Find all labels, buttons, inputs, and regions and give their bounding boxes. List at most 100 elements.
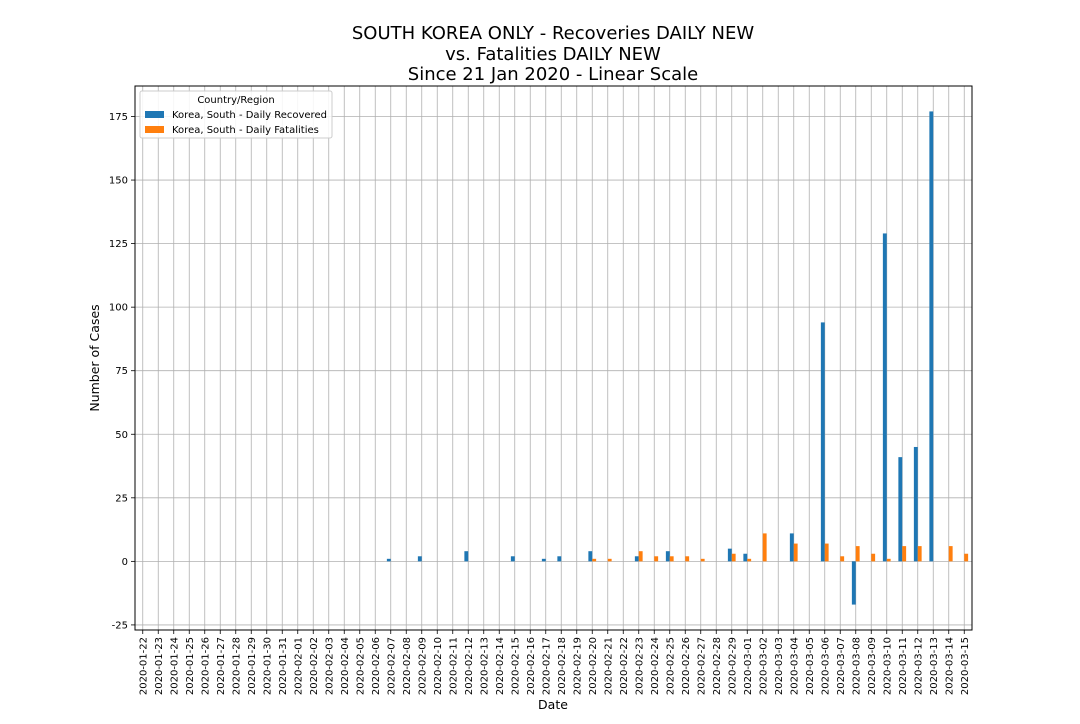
legend-title: Country/Region [197,95,274,106]
bar-fatalities [592,558,597,562]
x-tick-label: 2020-02-04 [340,637,351,695]
bar-fatalities [747,558,752,562]
bar-fatalities [700,558,705,562]
x-tick-label: 2020-01-22 [138,637,149,695]
chart-title-line-3: Since 21 Jan 2020 - Linear Scale [408,64,698,85]
x-tick-label: 2020-02-02 [309,637,320,695]
bar-fatalities [964,553,969,562]
x-axis-label: Date [538,697,568,712]
bar-fatalities [855,546,860,562]
x-tick-label: 2020-03-04 [789,637,800,695]
x-tick-label: 2020-02-16 [526,637,537,695]
x-tick-label: 2020-03-01 [743,637,754,695]
bar-recovered [929,111,934,562]
x-tick-label: 2020-03-12 [913,637,924,695]
x-tick-label: 2020-02-03 [324,637,335,695]
y-tick-label: 175 [109,112,128,123]
bar-fatalities [638,551,643,562]
x-tick-label: 2020-02-18 [557,637,568,695]
x-tick-label: 2020-01-26 [200,637,211,695]
chart-title-line-2: vs. Fatalities DAILY NEW [445,44,661,65]
x-tick-label: 2020-02-05 [355,637,366,695]
bar-recovered [789,533,794,562]
bar-fatalities [824,543,829,562]
bar-fatalities [607,558,612,562]
x-tick-label: 2020-03-06 [820,637,831,695]
x-tick-label: 2020-02-22 [619,637,630,695]
x-tick-label: 2020-02-21 [603,637,614,695]
bar-fatalities [731,553,736,562]
x-tick-label: 2020-02-25 [665,637,676,695]
x-tick-label: 2020-03-07 [836,637,847,695]
bar-fatalities [871,553,876,562]
bar-recovered [588,551,593,562]
bar-fatalities [762,533,767,562]
x-tick-label: 2020-02-28 [712,637,723,695]
x-tick-label: 2020-03-13 [929,637,940,695]
y-tick-label: 25 [115,493,128,504]
legend-box [139,90,333,139]
bar-fatalities [685,556,690,562]
x-tick-label: 2020-02-17 [541,637,552,695]
x-tick-label: 2020-01-24 [169,637,180,695]
y-tick-label: -25 [112,620,128,631]
bar-fatalities [669,556,674,562]
bar-recovered [898,457,903,562]
x-tick-label: 2020-02-23 [634,637,645,695]
x-tick-label: 2020-03-10 [882,637,893,695]
bar-recovered [386,558,391,562]
x-tick-label: 2020-02-27 [696,637,707,695]
x-tick-label: 2020-02-15 [510,637,521,695]
x-tick-label: 2020-02-19 [572,637,583,695]
x-tick-label: 2020-03-15 [960,637,971,695]
x-tick-label: 2020-03-03 [774,637,785,695]
y-tick-label: 0 [122,557,128,568]
y-tick-label: 125 [109,239,128,250]
x-tick-label: 2020-02-29 [727,637,738,695]
x-tick-label: 2020-02-06 [371,637,382,695]
x-tick-label: 2020-02-07 [386,637,397,695]
bar-fatalities [840,556,845,562]
chart-title-line-1: SOUTH KOREA ONLY - Recoveries DAILY NEW [352,23,754,44]
x-tick-label: 2020-01-25 [185,637,196,695]
x-tick-label: 2020-01-23 [154,637,165,695]
x-tick-label: 2020-02-10 [433,637,444,695]
bar-recovered [727,548,732,562]
bar-fatalities [654,556,659,562]
x-tick-label: 2020-03-09 [867,637,878,695]
x-tick-label: 2020-03-14 [944,637,955,695]
bar-recovered [510,556,515,562]
y-tick-label: 75 [115,366,128,377]
x-tick-label: 2020-03-11 [898,637,909,695]
y-axis-label: Number of Cases [87,304,102,411]
bar-recovered [882,233,887,562]
x-tick-label: 2020-02-26 [681,637,692,695]
y-axis: -25 0 25 50 75 100 125 150 175 [109,112,135,631]
legend-label-fatalities: Korea, South - Daily Fatalities [172,125,319,136]
x-axis: 2020-01-22 2020-01-23 2020-01-24 2020-01-25… [138,630,971,695]
legend-label-recovered: Korea, South - Daily Recovered [172,110,327,121]
y-tick-label: 100 [109,303,128,314]
x-tick-label: 2020-01-30 [262,637,273,695]
bar-fatalities [886,558,891,562]
x-tick-label: 2020-02-09 [417,637,428,695]
x-tick-label: 2020-02-20 [588,637,599,695]
x-tick-label: 2020-02-24 [650,637,661,695]
grid-lines [135,86,972,630]
bar-recovered [417,556,422,562]
x-tick-label: 2020-02-13 [479,637,490,695]
x-tick-label: 2020-02-14 [495,637,506,695]
bar-recovered [913,446,918,562]
bar-recovered [851,561,856,605]
legend: Country/Region Korea, South - Daily Reco… [139,90,333,139]
plot-frame [134,85,973,631]
y-tick-label: 50 [115,430,128,441]
x-tick-label: 2020-02-08 [402,637,413,695]
x-tick-label: 2020-01-29 [247,637,258,695]
legend-swatch-recovered [145,111,164,118]
x-tick-label: 2020-03-02 [758,637,769,695]
x-tick-label: 2020-02-12 [464,637,475,695]
bar-fatalities [917,546,922,562]
